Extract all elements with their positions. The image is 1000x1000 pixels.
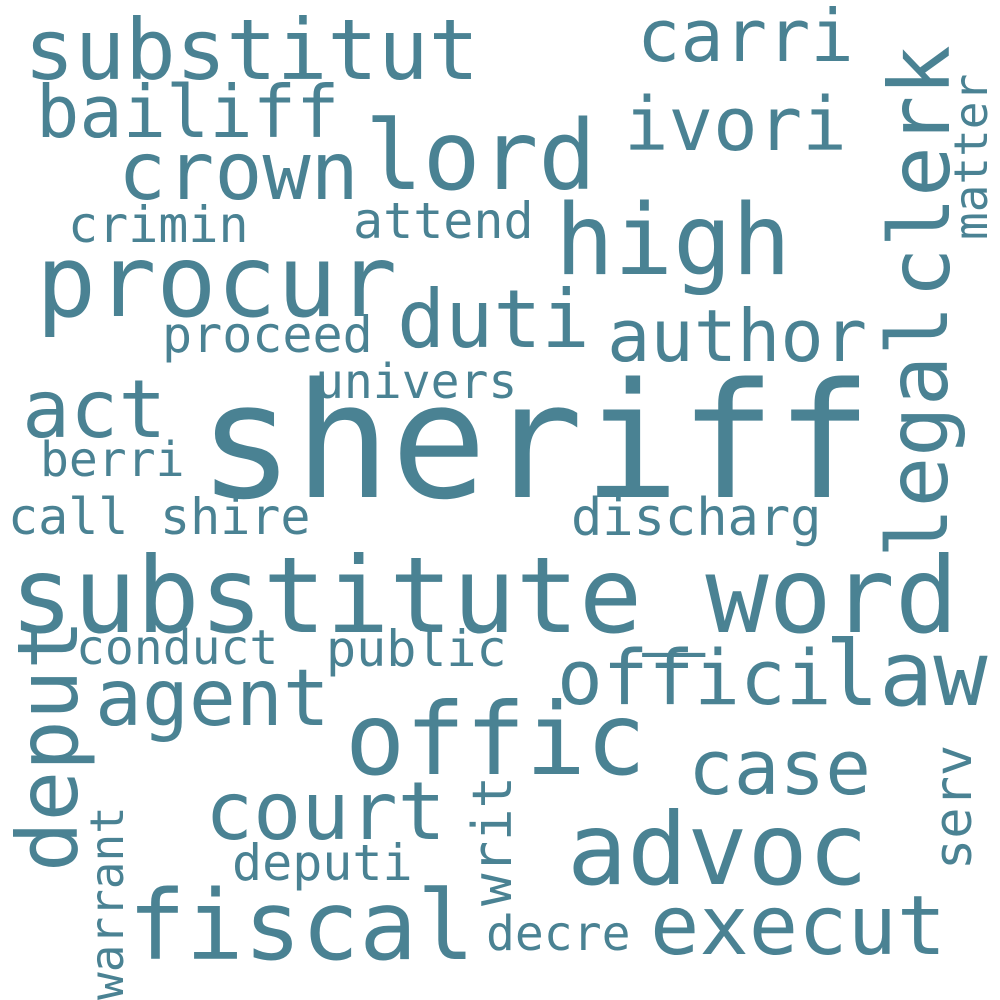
word-attend: attend bbox=[353, 192, 534, 250]
word-serv: serv bbox=[924, 744, 984, 870]
word-case: case bbox=[688, 723, 872, 812]
word-author: author bbox=[607, 294, 868, 378]
word-agent: agent bbox=[95, 654, 330, 744]
word-proceed: proceed bbox=[162, 306, 373, 364]
word-shire: shire bbox=[160, 488, 311, 546]
word-advoc: advoc bbox=[567, 791, 869, 908]
word-fiscal: fiscal bbox=[128, 870, 475, 982]
word-univers: univers bbox=[315, 354, 518, 410]
word-call: call bbox=[8, 488, 129, 546]
word-lord: lord bbox=[365, 100, 597, 212]
word-law: law bbox=[825, 622, 988, 727]
word-legal: legal bbox=[869, 305, 967, 558]
word-bailiff: bailiff bbox=[36, 70, 340, 154]
word-duti: duti bbox=[397, 273, 590, 366]
word-discharg: discharg bbox=[571, 488, 822, 548]
word-warrant: warrant bbox=[80, 806, 134, 1000]
word-offici: offici bbox=[557, 633, 832, 722]
word-high: high bbox=[555, 184, 792, 298]
word-deput: deput bbox=[0, 619, 97, 872]
word-procur: procur bbox=[36, 223, 398, 340]
word-public: public bbox=[326, 620, 507, 678]
word-execut: execut bbox=[650, 879, 947, 974]
word-carri: carri bbox=[637, 0, 854, 78]
word-crimin: crimin bbox=[68, 196, 249, 254]
word-deputi: deputi bbox=[232, 834, 413, 892]
word-offic: offic bbox=[345, 681, 647, 798]
word-act: act bbox=[22, 363, 167, 456]
word-substitut: substitut bbox=[24, 1, 480, 99]
word-substitute-word: substitute_word bbox=[10, 535, 959, 657]
word-crown: crown bbox=[118, 125, 359, 218]
word-writ: writ bbox=[461, 775, 524, 906]
word-court: court bbox=[205, 765, 446, 858]
word-sheriff: sheriff bbox=[198, 348, 873, 535]
word-berri: berri bbox=[40, 432, 185, 488]
word-ivori: ivori bbox=[624, 82, 847, 168]
word-conduct: conduct bbox=[76, 620, 279, 676]
word-matter: matter bbox=[944, 73, 998, 240]
word-decre: decre bbox=[486, 906, 631, 962]
